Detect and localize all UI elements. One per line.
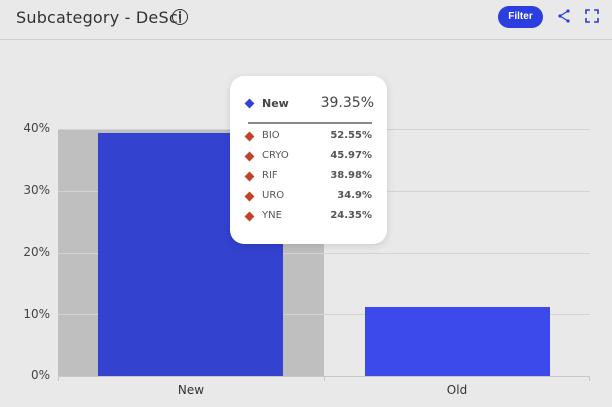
x-label-new: New <box>177 383 205 397</box>
tooltip-row: RIF 38.98% <box>244 170 372 184</box>
diamond-marker-icon <box>244 131 255 142</box>
tooltip-row: URO 34.9% <box>244 190 372 204</box>
chart-header: Subcategory - DeSci i Filter <box>0 0 612 40</box>
tooltip-row-value: 34.9% <box>337 190 372 201</box>
filter-button[interactable]: Filter <box>498 6 543 28</box>
gridline <box>58 253 590 254</box>
diamond-marker-icon <box>244 191 255 202</box>
tooltip-divider <box>248 122 372 124</box>
tooltip-row: YNE 24.35% <box>244 210 372 224</box>
tooltip-row-value: 45.97% <box>330 150 372 161</box>
bar-old[interactable] <box>365 306 550 376</box>
chart-title: Subcategory - DeSci <box>16 8 183 27</box>
tooltip-row-label: CRYO <box>262 150 289 161</box>
tooltip-row-value: 52.55% <box>330 130 372 141</box>
y-tick-label: 40% <box>23 121 50 135</box>
tooltip-row: BIO 52.55% <box>244 130 372 144</box>
y-tick-label: 10% <box>23 307 50 321</box>
tooltip-series-label: New <box>262 97 289 110</box>
tooltip-row: CRYO 45.97% <box>244 150 372 164</box>
diamond-marker-icon <box>244 211 255 222</box>
diamond-marker-icon <box>244 171 255 182</box>
x-label-old: Old <box>446 383 468 397</box>
share-icon[interactable] <box>557 8 571 24</box>
tooltip-series-value: 39.35% <box>320 95 374 111</box>
tooltip-header: New 39.35% <box>244 95 374 112</box>
tooltip-row-label: RIF <box>262 170 278 181</box>
tooltip-row-value: 38.98% <box>330 170 372 181</box>
tooltip-row-label: YNE <box>262 210 282 221</box>
y-tick-label: 30% <box>23 183 50 197</box>
series-marker-icon <box>244 98 255 109</box>
x-tick-mark <box>324 376 325 381</box>
chart-tooltip: New 39.35% BIO 52.55% CRYO 45.97% RIF 38… <box>230 76 387 244</box>
fullscreen-icon[interactable] <box>585 9 599 23</box>
plot-area <box>58 129 590 376</box>
x-tick-mark <box>58 376 59 381</box>
y-tick-label: 20% <box>23 245 50 259</box>
y-tick-label: 0% <box>30 368 50 382</box>
gridline <box>58 314 590 315</box>
tooltip-row-value: 24.35% <box>330 210 372 221</box>
tooltip-row-label: URO <box>262 190 285 201</box>
info-circle-icon[interactable]: i <box>172 9 188 25</box>
x-tick-mark <box>589 376 590 381</box>
tooltip-row-label: BIO <box>262 130 280 141</box>
diamond-marker-icon <box>244 151 255 162</box>
